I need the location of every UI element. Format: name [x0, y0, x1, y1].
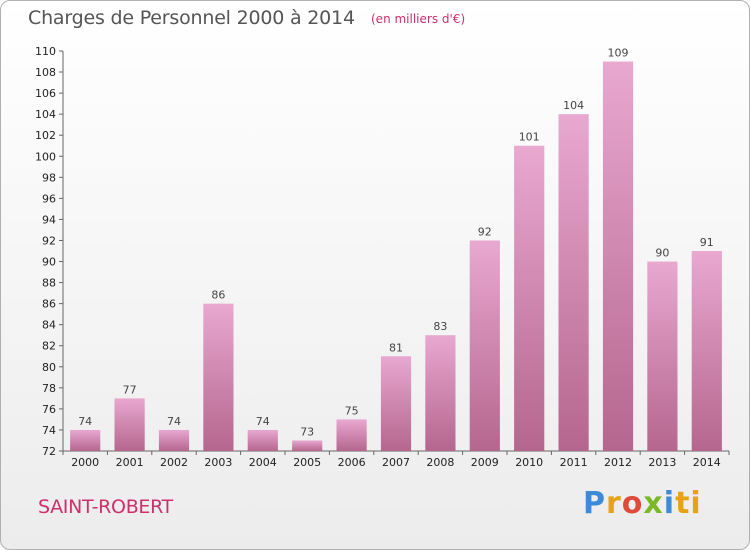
y-tick-label: 110	[35, 45, 56, 58]
x-tick-label: 2014	[693, 456, 721, 469]
x-tick-label: 2001	[116, 456, 144, 469]
y-tick-label: 74	[42, 424, 56, 437]
bar	[380, 356, 412, 451]
y-tick-label: 88	[42, 277, 56, 290]
x-tick-label: 2002	[160, 456, 188, 469]
bar-value-label: 86	[211, 289, 225, 302]
y-tick-label: 92	[42, 234, 56, 247]
bar	[336, 419, 367, 451]
bar-value-label: 74	[167, 415, 181, 428]
commune-name: SAINT-ROBERT	[38, 496, 173, 518]
y-tick-label: 104	[35, 108, 56, 121]
x-tick-label: 2007	[382, 456, 410, 469]
x-tick-label: 2010	[515, 456, 543, 469]
y-tick-label: 82	[42, 340, 56, 353]
bar	[469, 240, 500, 451]
y-tick-label: 86	[42, 298, 56, 311]
bar	[558, 114, 589, 451]
x-tick-label: 2012	[604, 456, 632, 469]
bar	[158, 429, 190, 451]
bar-value-label: 91	[700, 236, 714, 249]
chart-title: Charges de Personnel 2000 à 2014	[28, 7, 355, 29]
bar-value-label: 90	[655, 247, 669, 260]
x-tick-label: 2009	[471, 456, 499, 469]
y-tick-label: 78	[42, 382, 56, 395]
x-tick-label: 2004	[249, 456, 277, 469]
bar-value-label: 77	[123, 383, 137, 396]
bars: 74 77 74 86 74 73 75 81 83 92 101 104 109 90 91	[70, 47, 722, 452]
y-axis: 72 74 76 78 80 82 84 86 88 90 92 94 96 98 100 102 104 106…	[35, 45, 64, 458]
bar-value-label: 109	[608, 47, 629, 60]
bar-value-label: 104	[563, 99, 584, 112]
x-tick-label: 2003	[204, 456, 232, 469]
bar-value-label: 75	[345, 404, 359, 417]
bar-value-label: 74	[256, 415, 270, 428]
bar-value-label: 92	[478, 225, 492, 238]
bar	[647, 261, 678, 451]
y-tick-label: 94	[42, 213, 56, 226]
bar	[203, 303, 234, 451]
y-tick-label: 108	[35, 66, 56, 79]
y-tick-label: 100	[35, 150, 56, 163]
bar-value-label: 83	[433, 320, 447, 333]
y-tick-label: 98	[42, 171, 56, 184]
bar-value-label: 74	[78, 415, 92, 428]
proxiti-logo: Proxiti	[583, 486, 702, 521]
x-tick-label: 2013	[648, 456, 676, 469]
bar	[425, 335, 456, 451]
y-tick-label: 76	[42, 403, 56, 416]
bar	[247, 429, 278, 451]
y-tick-label: 84	[42, 319, 56, 332]
y-tick-label: 102	[35, 129, 56, 142]
x-tick-label: 2000	[71, 456, 99, 469]
x-tick-label: 2006	[338, 456, 366, 469]
x-axis: 2000 2001 2002 2003 2004 2005 2006 2007 2008 2009…	[62, 450, 730, 469]
y-tick-label: 90	[42, 256, 56, 269]
bar-value-label: 73	[300, 425, 314, 438]
x-tick-label: 2005	[293, 456, 321, 469]
y-tick-label: 80	[42, 361, 56, 374]
bar	[292, 440, 323, 451]
bar	[70, 429, 101, 451]
x-tick-label: 2011	[560, 456, 588, 469]
bar-value-label: 101	[519, 131, 540, 144]
y-tick-label: 96	[42, 192, 56, 205]
y-tick-label: 106	[35, 87, 56, 100]
y-tick-label: 72	[42, 445, 56, 458]
x-tick-label: 2008	[426, 456, 454, 469]
bar	[602, 61, 634, 452]
bar	[691, 251, 722, 451]
chart-subtitle: (en milliers d'€)	[371, 12, 466, 26]
bar	[114, 398, 145, 451]
bar-value-label: 81	[389, 341, 403, 354]
bar	[514, 145, 545, 451]
